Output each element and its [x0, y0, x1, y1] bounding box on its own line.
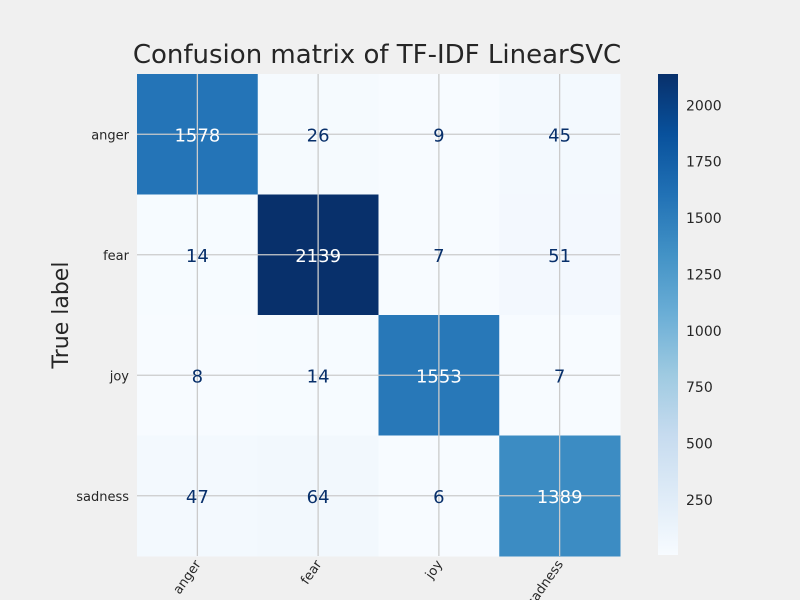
colorbar-tick-1750: 1750 [686, 155, 722, 171]
colorbar-tick-750: 750 [686, 380, 713, 396]
cell-value-sadness-sadness: 1389 [537, 487, 583, 508]
cell-value-joy-fear: 14 [307, 366, 330, 387]
colorbar-tick-500: 500 [686, 437, 713, 453]
cell-value-anger-sadness: 45 [548, 125, 571, 146]
grid-lines [137, 74, 620, 556]
colorbar-ticks: 250 500 750 1000 1250 1500 1750 2000 [686, 98, 722, 509]
y-axis-label: True label [49, 262, 74, 370]
colorbar [658, 74, 678, 555]
x-tick-labels: anger fear joy sadness [171, 557, 567, 600]
y-tick-label-anger: anger [91, 128, 129, 143]
x-tick-label-joy: joy [422, 557, 446, 582]
cell-value-joy-anger: 8 [192, 366, 203, 387]
cell-value-sadness-joy: 6 [433, 487, 444, 508]
cell-value-joy-sadness: 7 [554, 366, 565, 387]
x-tick-label-fear: fear [298, 557, 326, 587]
x-tick-label-sadness: sadness [524, 558, 567, 600]
x-tick-label-anger: anger [171, 557, 205, 597]
y-tick-label-fear: fear [103, 249, 130, 264]
colorbar-tick-2000: 2000 [686, 98, 722, 114]
y-tick-label-sadness: sadness [76, 490, 129, 505]
colorbar-tick-1000: 1000 [686, 324, 722, 340]
colorbar-tick-250: 250 [686, 493, 713, 509]
y-tick-labels: anger fear joy sadness [76, 128, 129, 505]
y-tick-label-joy: joy [109, 369, 130, 384]
cell-value-fear-sadness: 51 [548, 246, 571, 267]
cell-value-labels: 1578 26 9 45 14 2139 7 51 8 14 1553 7 47 64 6 1389 [174, 125, 582, 508]
chart-title: Confusion matrix of TF-IDF LinearSVC [133, 40, 621, 70]
cell-value-joy-joy: 1553 [416, 366, 462, 387]
cell-value-sadness-fear: 64 [307, 487, 330, 508]
cell-value-anger-fear: 26 [307, 125, 330, 146]
cell-value-anger-anger: 1578 [174, 125, 220, 146]
cell-value-fear-fear: 2139 [295, 246, 341, 267]
cell-value-fear-anger: 14 [186, 246, 209, 267]
heatmap-cells [137, 74, 621, 557]
cell-value-anger-joy: 9 [433, 125, 444, 146]
colorbar-tick-1500: 1500 [686, 211, 722, 227]
cell-value-fear-joy: 7 [433, 246, 444, 267]
colorbar-tick-1250: 1250 [686, 267, 722, 283]
cell-value-sadness-anger: 47 [186, 487, 209, 508]
